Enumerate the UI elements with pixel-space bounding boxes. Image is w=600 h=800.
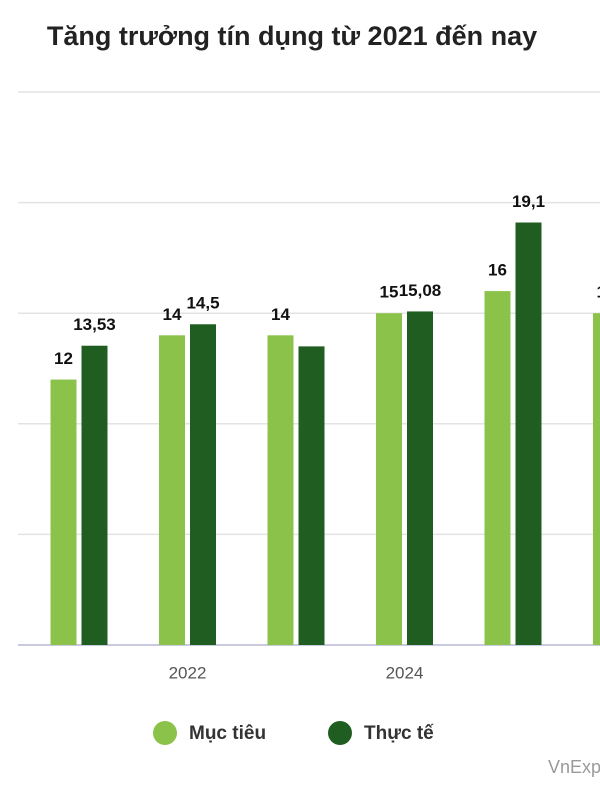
value-label: 14	[163, 305, 182, 324]
value-label: 14	[271, 305, 290, 324]
x-tick-label: 2024	[386, 663, 424, 682]
bar	[484, 291, 511, 645]
value-label: 15	[380, 283, 399, 302]
bar	[159, 335, 185, 645]
legend-label: Mục tiêu	[189, 723, 266, 744]
bar	[298, 346, 325, 645]
value-label: 14,5	[186, 294, 219, 313]
legend-label: Thực tế	[364, 723, 434, 744]
chart-title: Tăng trưởng tín dụng từ 2021 đến nay	[47, 21, 537, 51]
value-label: 15,08	[399, 281, 442, 300]
bar	[190, 324, 216, 645]
bar	[515, 222, 542, 645]
legend-marker	[153, 721, 177, 745]
bar	[593, 313, 600, 645]
value-label: 12	[54, 349, 73, 368]
legend-marker	[328, 721, 352, 745]
value-label: 15	[597, 283, 600, 302]
value-label: 16	[488, 261, 507, 280]
value-label: 13,53	[73, 315, 116, 334]
x-tick-label: 2022	[169, 663, 207, 682]
value-label: 19,1	[512, 192, 545, 211]
bar	[267, 335, 294, 645]
source: VnExpress	[548, 757, 600, 777]
bar	[407, 311, 433, 645]
bar	[376, 313, 402, 645]
bar	[50, 379, 77, 645]
bar	[81, 345, 108, 645]
